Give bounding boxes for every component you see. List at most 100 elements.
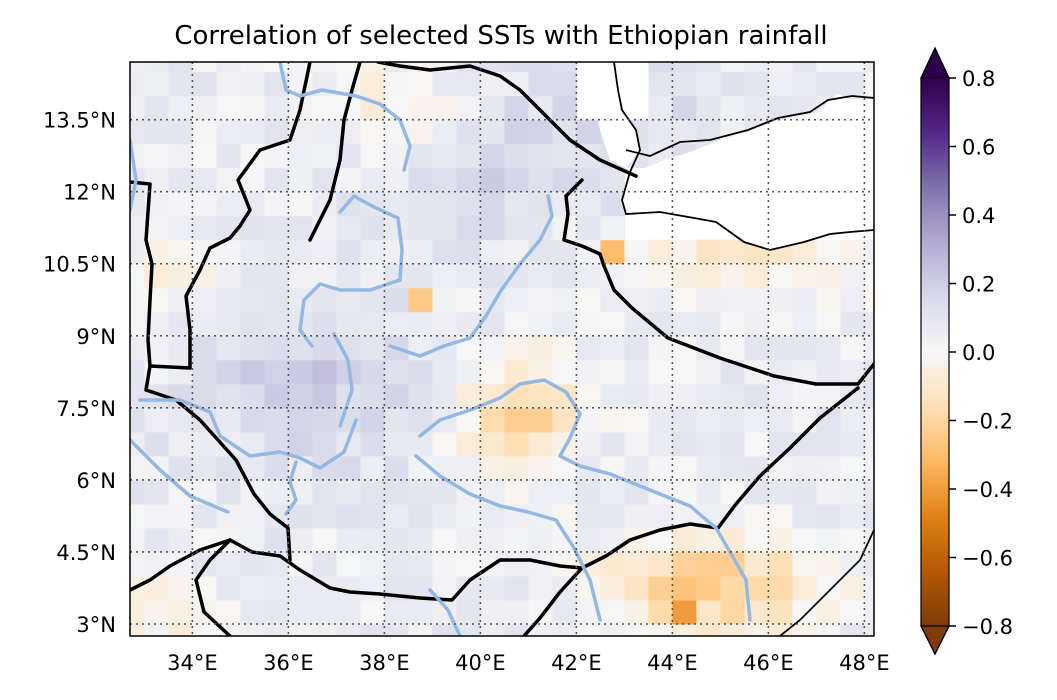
- heatmap-cell: [168, 119, 193, 145]
- heatmap-cell: [768, 62, 793, 73]
- heatmap-cell: [576, 287, 601, 313]
- heatmap-cell: [600, 431, 625, 457]
- heatmap-cell: [696, 431, 721, 457]
- heatmap-cell: [864, 287, 874, 313]
- river-blue-nile: [418, 378, 752, 622]
- heatmap-cell: [288, 431, 313, 457]
- heatmap-cell: [672, 359, 697, 385]
- heatmap-cell: [432, 551, 457, 577]
- heatmap-cell: [792, 599, 817, 625]
- heatmap-cell: [480, 167, 505, 193]
- heatmap-cell: [768, 479, 793, 505]
- heatmap-cell: [720, 71, 745, 97]
- heatmap-cell: [480, 119, 505, 145]
- heatmap-cell: [360, 407, 385, 433]
- heatmap-cell: [336, 287, 361, 313]
- heatmap-cell: [816, 599, 841, 625]
- heatmap-cell: [696, 551, 721, 577]
- heatmap-cell: [408, 191, 433, 217]
- heatmap-cell: [696, 95, 721, 121]
- heatmap-cell: [696, 62, 721, 73]
- heatmap-cell: [528, 455, 553, 481]
- heatmap-cell: [504, 119, 529, 145]
- y-tick-label: 10.5°N: [43, 253, 116, 277]
- heatmap-cell: [600, 407, 625, 433]
- heatmap-cell: [528, 407, 553, 433]
- heatmap-cell: [312, 335, 337, 361]
- heatmap-cell: [696, 383, 721, 409]
- heatmap-cell: [456, 383, 481, 409]
- heatmap-cell: [648, 599, 673, 625]
- heatmap-cell: [576, 119, 601, 145]
- heatmap-cell: [768, 527, 793, 553]
- heatmap-cell: [264, 575, 289, 601]
- heatmap-cell: [768, 335, 793, 361]
- x-tick-label: 44°E: [647, 651, 698, 675]
- heatmap-cell: [336, 62, 361, 73]
- heatmap-cell: [648, 119, 673, 145]
- heatmap-cell: [672, 311, 697, 337]
- heatmap-cell: [408, 287, 433, 313]
- heatmap-cell: [768, 623, 793, 636]
- heatmap-cell: [480, 503, 505, 529]
- heatmap-cell: [336, 599, 361, 625]
- x-tick-label: 40°E: [455, 651, 506, 675]
- heatmap-cell: [240, 62, 265, 73]
- heatmap-cell: [696, 263, 721, 289]
- river-omo: [130, 138, 138, 212]
- heatmap-cell: [360, 311, 385, 337]
- heatmap-cell: [432, 215, 457, 241]
- heatmap-cell: [264, 191, 289, 217]
- heatmap-cell: [408, 527, 433, 553]
- heatmap-cell: [816, 431, 841, 457]
- heatmap-cell: [456, 431, 481, 457]
- heatmap-cell: [456, 71, 481, 97]
- heatmap-cell: [360, 62, 385, 73]
- heatmap-cell: [720, 599, 745, 625]
- heatmap-cell: [792, 62, 817, 73]
- heatmap-cell: [816, 71, 841, 97]
- heatmap-cell: [336, 311, 361, 337]
- border-eritrea-ethiopia: [376, 62, 638, 178]
- heatmap-cell: [360, 623, 385, 636]
- heatmap-cell: [312, 239, 337, 265]
- heatmap-cell: [288, 143, 313, 169]
- heatmap-cell: [264, 407, 289, 433]
- heatmap-cell: [768, 263, 793, 289]
- heatmap-cell: [720, 383, 745, 409]
- heatmap-cell: [576, 503, 601, 529]
- heatmap-cell: [360, 383, 385, 409]
- heatmap-cell: [864, 239, 874, 265]
- heatmap-cell: [360, 479, 385, 505]
- colorbar-tick-label: −0.6: [962, 547, 1013, 571]
- heatmap-cell: [216, 359, 241, 385]
- heatmap-cell: [720, 335, 745, 361]
- country-borders: [130, 62, 874, 636]
- heatmap-cell: [672, 551, 697, 577]
- heatmap-cell: [504, 527, 529, 553]
- heatmap-cell: [408, 599, 433, 625]
- border-somalia-east: [716, 386, 860, 530]
- heatmap-cell: [408, 95, 433, 121]
- heatmap-cell: [360, 263, 385, 289]
- border-kenya-somalia: [522, 522, 720, 636]
- heatmap-cell: [192, 455, 217, 481]
- heatmap-cell: [408, 383, 433, 409]
- heatmap-cell: [816, 311, 841, 337]
- heatmap-cell: [504, 335, 529, 361]
- heatmap-cell: [792, 527, 817, 553]
- y-tick-label: 4.5°N: [56, 541, 116, 565]
- heatmap-cell: [312, 119, 337, 145]
- y-tick-label: 7.5°N: [56, 397, 116, 421]
- heatmap-cell: [240, 263, 265, 289]
- heatmap-cell: [552, 623, 577, 636]
- heatmap-cell: [216, 551, 241, 577]
- heatmap-cell: [600, 239, 625, 265]
- heatmap-cell: [672, 95, 697, 121]
- heatmap-cell: [840, 623, 865, 636]
- heatmap-cell: [648, 62, 673, 73]
- heatmap-cell: [312, 551, 337, 577]
- heatmap-cell: [130, 551, 145, 577]
- heatmap-cell: [528, 263, 553, 289]
- heatmap-cell: [576, 311, 601, 337]
